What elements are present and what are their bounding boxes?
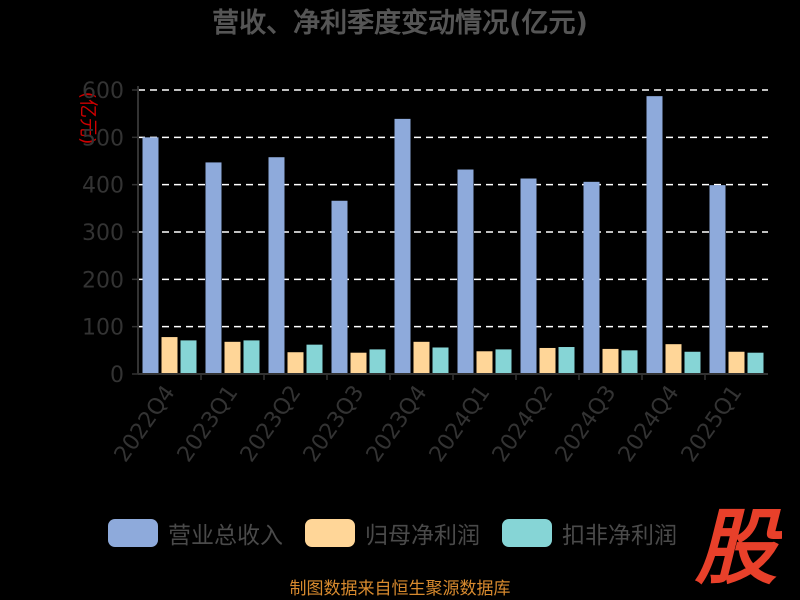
axes <box>137 86 768 380</box>
bar-营业总收入-2022Q4[interactable] <box>142 137 159 374</box>
y-tick-label: 600 <box>82 79 124 104</box>
legend-item-revenue[interactable]: 营业总收入 <box>108 516 283 550</box>
legend-item-net-profit[interactable]: 归母净利润 <box>305 516 480 550</box>
bar-营业总收入-2024Q1[interactable] <box>457 169 474 374</box>
bar-营业总收入-2023Q3[interactable] <box>331 200 348 374</box>
bar-归母净利润-2022Q4[interactable] <box>161 337 178 374</box>
legend-label-net-profit: 归母净利润 <box>365 523 480 549</box>
logo-text: 股 <box>694 501 782 588</box>
bar-扣非净利润-2022Q4[interactable] <box>180 340 197 374</box>
bar-扣非净利润-2025Q1[interactable] <box>747 352 764 374</box>
bar-营业总收入-2025Q1[interactable] <box>709 185 726 374</box>
x-tick-label: 2022Q4 <box>110 381 181 467</box>
y-tick-label: 500 <box>82 126 124 151</box>
bar-营业总收入-2024Q2[interactable] <box>520 178 537 374</box>
x-tick-label: 2024Q1 <box>425 381 496 467</box>
legend: 营业总收入 归母净利润 扣非净利润 <box>108 516 699 550</box>
bar-营业总收入-2023Q2[interactable] <box>268 157 285 374</box>
bar-扣非净利润-2024Q1[interactable] <box>495 349 512 374</box>
bar-扣非净利润-2023Q3[interactable] <box>369 349 386 374</box>
legend-swatch-net-profit <box>305 519 355 547</box>
bar-营业总收入-2024Q3[interactable] <box>583 181 600 374</box>
bar-扣非净利润-2024Q3[interactable] <box>621 350 638 374</box>
y-tick-label: 100 <box>82 316 124 341</box>
bar-归母净利润-2024Q3[interactable] <box>602 348 619 374</box>
legend-label-revenue: 营业总收入 <box>168 523 283 549</box>
x-tick-label: 2023Q2 <box>236 381 307 467</box>
legend-item-deducted-profit[interactable]: 扣非净利润 <box>502 516 677 550</box>
bar-扣非净利润-2023Q4[interactable] <box>432 347 449 374</box>
x-tick-label: 2024Q4 <box>614 381 685 467</box>
bar-扣非净利润-2024Q4[interactable] <box>684 351 701 374</box>
bar-归母净利润-2023Q1[interactable] <box>224 341 241 374</box>
x-tick-label: 2023Q4 <box>362 381 433 467</box>
bars <box>142 96 764 375</box>
bar-扣非净利润-2024Q2[interactable] <box>558 347 575 374</box>
bar-营业总收入-2024Q4[interactable] <box>646 96 663 375</box>
y-tick-labels: 0 100 200 300 400 500 600 <box>82 79 138 388</box>
legend-label-deducted-profit: 扣非净利润 <box>562 523 677 549</box>
bar-归母净利润-2023Q4[interactable] <box>413 341 430 374</box>
legend-swatch-revenue <box>108 519 158 547</box>
bar-扣非净利润-2023Q2[interactable] <box>306 344 323 374</box>
x-tick-labels: 2022Q42023Q12023Q22023Q32023Q42024Q12024… <box>110 381 748 467</box>
y-tick-label: 200 <box>82 268 124 293</box>
bar-归母净利润-2023Q3[interactable] <box>350 352 367 374</box>
bar-归母净利润-2024Q2[interactable] <box>539 347 556 374</box>
bar-营业总收入-2023Q4[interactable] <box>394 118 411 374</box>
x-tick-label: 2025Q1 <box>677 381 748 467</box>
bar-归母净利润-2024Q4[interactable] <box>665 344 682 374</box>
y-tick-label: 400 <box>82 174 124 199</box>
gridlines <box>138 89 768 328</box>
x-tick-label: 2024Q2 <box>488 381 559 467</box>
legend-swatch-deducted-profit <box>502 519 552 547</box>
x-tick-label: 2023Q3 <box>299 381 370 467</box>
y-tick-label: 0 <box>110 363 124 388</box>
bar-营业总收入-2023Q1[interactable] <box>205 162 222 374</box>
x-tick-label: 2024Q3 <box>551 381 622 467</box>
logo-icon: 股 <box>694 501 782 588</box>
x-tick-label: 2023Q1 <box>173 381 244 467</box>
source-note: 制图数据来自恒生聚源数据库 <box>289 579 511 599</box>
chart-title: 营收、净利季度变动情况(亿元) <box>212 7 588 39</box>
bar-归母净利润-2024Q1[interactable] <box>476 351 493 374</box>
bar-扣非净利润-2023Q1[interactable] <box>243 340 260 374</box>
bar-归母净利润-2023Q2[interactable] <box>287 352 304 374</box>
y-tick-label: 300 <box>82 221 124 246</box>
bar-归母净利润-2025Q1[interactable] <box>728 351 745 374</box>
y-axis-label: (亿元) <box>77 92 99 145</box>
